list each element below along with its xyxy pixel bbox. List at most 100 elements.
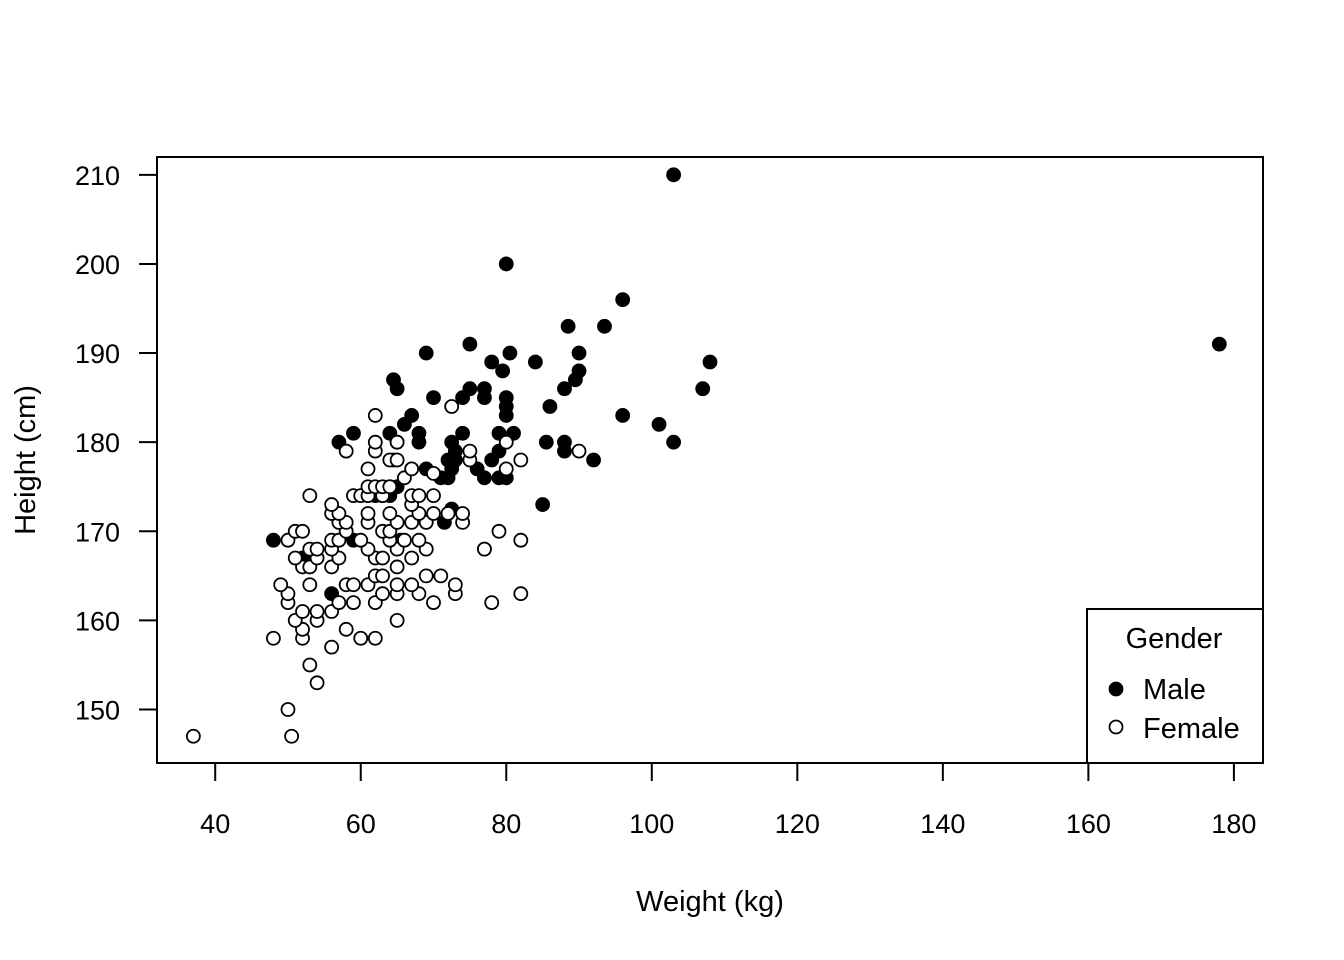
point-female [418,568,434,584]
point-female [360,506,376,521]
point-female [433,568,449,584]
legend-marker-female [1108,719,1124,735]
point-female [404,577,420,593]
legend-label-female: Female [1143,713,1240,745]
point-female [498,461,514,477]
point-female [295,604,310,619]
data-points [185,167,1227,744]
y-tick-label: 190 [75,339,120,369]
point-female [338,621,354,637]
y-tick-label: 210 [75,161,120,191]
legend-label-male: Male [1143,674,1206,706]
point-female [389,613,405,628]
point-male [455,425,471,441]
point-male [477,390,492,406]
y-tick-label: 170 [75,517,120,547]
point-female [309,675,325,691]
point-female [382,479,398,495]
point-male [666,167,682,183]
point-female [280,702,296,717]
point-male [426,390,441,406]
x-tick-label: 140 [920,809,965,839]
point-female [295,523,310,539]
point-male [527,354,543,370]
point-female [411,532,427,548]
legend-marker-male [1108,681,1124,697]
point-female [324,497,340,512]
point-male [502,345,518,361]
point-female [273,577,289,593]
x-tick-label: 120 [775,809,820,839]
point-female [426,595,441,610]
point-female [353,630,369,646]
x-tick-label: 40 [200,809,230,839]
point-male [396,416,412,432]
point-male [557,443,572,459]
point-female [404,550,420,566]
point-male [538,434,554,450]
point-female [309,541,325,557]
y-axis-title: Height (cm) [10,385,42,535]
x-axis-title: Weight (kg) [636,886,784,918]
y-tick-label: 200 [75,250,120,280]
point-female [426,506,441,521]
point-male [484,452,500,468]
point-male [695,381,711,397]
point-female [426,465,441,481]
point-female [444,399,460,414]
x-axis-ticks: 40 60 80 100 120 140 160 180 [200,763,1256,839]
point-male [567,372,583,388]
point-male [651,416,667,432]
point-male [477,470,492,486]
x-tick-label: 80 [491,809,521,839]
point-male [411,434,427,450]
point-female [302,577,318,593]
point-female [302,657,318,673]
point-female [360,461,376,477]
point-male [615,292,631,307]
point-female [367,434,383,450]
point-female [396,532,412,548]
point-female [266,630,281,646]
point-female [324,639,340,655]
point-female [440,506,456,521]
x-tick-label: 180 [1211,809,1256,839]
point-male [560,318,576,334]
point-female [389,577,405,593]
point-female [389,559,405,575]
point-female [287,550,303,566]
point-female [375,568,390,584]
legend-title: Gender [1126,623,1223,655]
x-tick-label: 100 [629,809,674,839]
point-female [462,443,478,459]
point-male [615,408,631,423]
point-male [597,318,612,334]
point-male [571,345,587,361]
point-male [702,354,718,370]
point-male [346,425,361,441]
point-male [440,470,456,486]
point-female [389,452,405,468]
point-male [542,399,558,414]
point-female [447,577,463,593]
point-female [331,595,347,610]
point-male [557,381,572,397]
x-tick-label: 60 [346,809,376,839]
point-female [513,586,529,602]
point-male [462,336,478,352]
point-female [571,443,587,459]
point-male [586,452,601,468]
point-female [404,461,420,477]
point-female [302,488,318,504]
x-tick-label: 160 [1066,809,1111,839]
point-female [426,488,441,504]
point-female [309,604,325,619]
point-female [477,541,492,557]
point-female [353,532,369,548]
point-female [367,408,383,423]
point-male [418,345,434,361]
point-female [367,630,383,646]
point-male [455,390,471,406]
point-female [498,434,514,450]
